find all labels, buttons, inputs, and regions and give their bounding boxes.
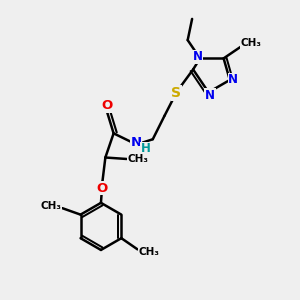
Text: N: N (205, 89, 215, 102)
Text: N: N (130, 136, 142, 149)
Text: CH₃: CH₃ (40, 201, 61, 211)
Text: N: N (228, 74, 239, 86)
Text: CH₃: CH₃ (240, 38, 261, 48)
Text: S: S (171, 86, 181, 100)
Text: CH₃: CH₃ (127, 154, 148, 164)
Text: H: H (141, 142, 151, 155)
Text: CH₃: CH₃ (138, 247, 159, 257)
Text: O: O (97, 182, 108, 195)
Text: O: O (101, 99, 113, 112)
Text: N: N (193, 50, 203, 63)
